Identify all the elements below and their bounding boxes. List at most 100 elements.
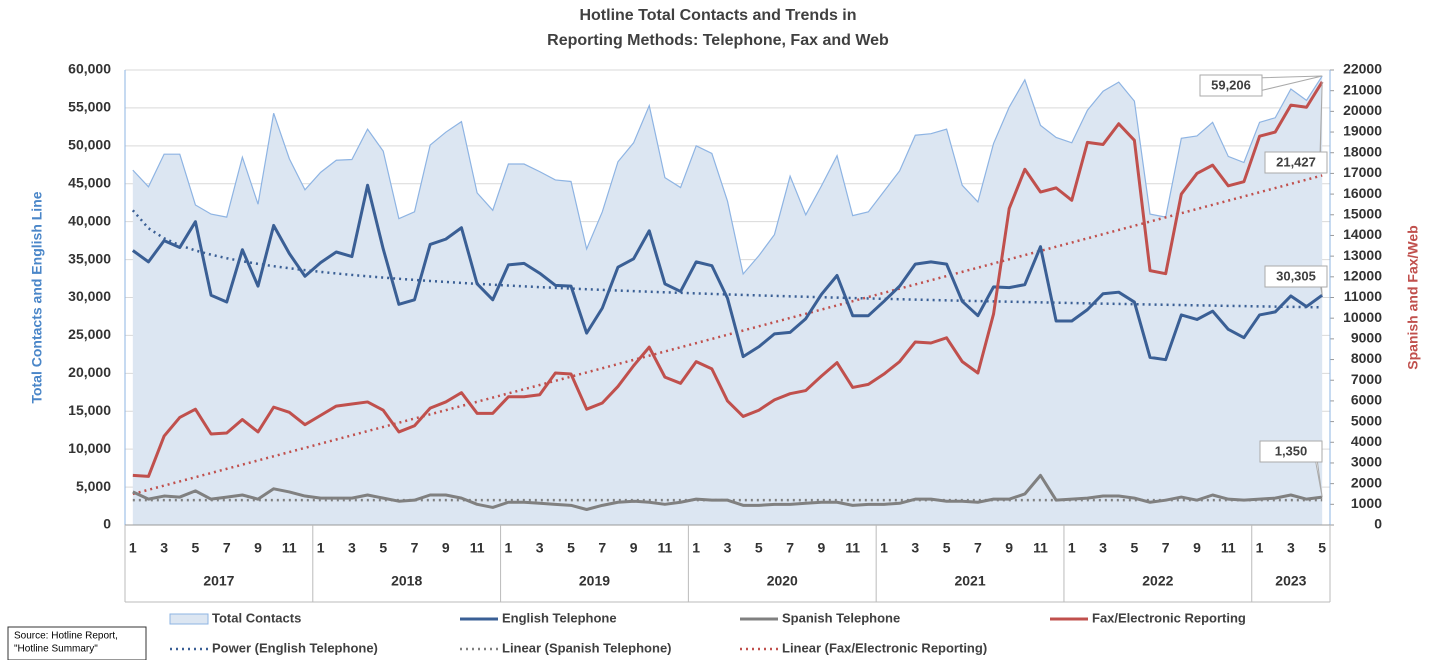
x-tick-label: 3 xyxy=(536,540,544,556)
x-tick-label: 5 xyxy=(1318,540,1326,556)
y-tick-label: 15,000 xyxy=(68,402,111,418)
area-line xyxy=(132,75,1323,276)
line xyxy=(131,183,1324,362)
x-tick-label: 5 xyxy=(379,540,387,556)
x-tick-label: 7 xyxy=(1162,540,1170,556)
x-group-label: 2018 xyxy=(391,573,422,589)
x-tick-label: 5 xyxy=(1130,540,1138,556)
legend-label: Linear (Spanish Telephone) xyxy=(502,640,672,655)
y2-tick-label: 20000 xyxy=(1343,102,1382,118)
y2-tick-label: 12000 xyxy=(1343,268,1382,284)
legend-label: Fax/Electronic Reporting xyxy=(1092,610,1246,625)
x-tick-label: 5 xyxy=(567,540,575,556)
y-tick-label: 60,000 xyxy=(68,61,111,77)
callout-box xyxy=(1259,440,1323,463)
data-label: 1,350 xyxy=(1275,443,1308,458)
callout-box xyxy=(1264,151,1328,174)
y2-tick-label: 6000 xyxy=(1351,392,1382,408)
x-tick-label: 3 xyxy=(911,540,919,556)
y2-tick-label: 19000 xyxy=(1343,123,1382,139)
y2-tick-label: 10000 xyxy=(1343,309,1382,325)
x-tick-label: 9 xyxy=(817,540,825,556)
y-tick-label: 20,000 xyxy=(68,364,111,380)
y2-tick-label: 14000 xyxy=(1343,226,1382,242)
y2-axis-title: Spanish and Fax/Web xyxy=(1405,225,1421,369)
data-label: 30,305 xyxy=(1276,268,1316,283)
y2-tick-label: 13000 xyxy=(1343,247,1382,263)
line xyxy=(132,81,1324,478)
x-tick-label: 1 xyxy=(880,540,888,556)
y-tick-label: 30,000 xyxy=(68,288,111,304)
source-text: "Hotline Summary" xyxy=(14,644,98,655)
source-text: Source: Hotline Report, xyxy=(14,631,118,642)
x-tick-label: 1 xyxy=(317,540,325,556)
x-tick-label: 9 xyxy=(630,540,638,556)
x-tick-label: 7 xyxy=(223,540,231,556)
y-tick-label: 50,000 xyxy=(68,137,111,153)
y2-tick-label: 1000 xyxy=(1351,495,1382,511)
x-tick-label: 1 xyxy=(505,540,513,556)
y2-tick-label: 0 xyxy=(1374,516,1382,532)
x-tick-label: 1 xyxy=(1256,540,1264,556)
y2-tick-label: 17000 xyxy=(1343,164,1382,180)
x-tick-label: 3 xyxy=(160,540,168,556)
legend-label: Power (English Telephone) xyxy=(212,640,378,655)
x-tick-label: 11 xyxy=(282,540,297,556)
y2-tick-label: 11000 xyxy=(1344,288,1382,304)
source-box xyxy=(7,626,147,660)
x-tick-label: 11 xyxy=(657,540,672,556)
y2-tick-label: 18000 xyxy=(1343,143,1382,159)
y2-tick-label: 16000 xyxy=(1343,185,1382,201)
y-tick-label: 25,000 xyxy=(68,326,111,342)
x-group-label: 2017 xyxy=(203,573,234,589)
x-tick-label: 7 xyxy=(598,540,606,556)
chart-title: Reporting Methods: Telephone, Fax and We… xyxy=(547,32,889,49)
x-tick-label: 9 xyxy=(1193,540,1201,556)
x-tick-label: 3 xyxy=(724,540,732,556)
y2-tick-label: 2000 xyxy=(1351,474,1382,490)
x-tick-label: 5 xyxy=(192,540,200,556)
x-tick-label: 7 xyxy=(411,540,419,556)
chart-title: Hotline Total Contacts and Trends in xyxy=(579,7,856,24)
line xyxy=(132,473,1323,511)
y2-tick-label: 15000 xyxy=(1343,205,1382,221)
x-tick-label: 7 xyxy=(974,540,982,556)
x-tick-label: 5 xyxy=(755,540,763,556)
y-tick-label: 40,000 xyxy=(68,212,111,228)
x-tick-label: 5 xyxy=(943,540,951,556)
legend-label: English Telephone xyxy=(502,610,617,625)
x-tick-label: 9 xyxy=(442,540,450,556)
x-tick-label: 11 xyxy=(1033,540,1048,556)
legend-label: Linear (Fax/Electronic Reporting) xyxy=(782,640,987,655)
x-tick-label: 1 xyxy=(1068,540,1076,556)
y-tick-label: 45,000 xyxy=(68,174,111,190)
y-tick-label: 10,000 xyxy=(68,440,111,456)
x-tick-label: 9 xyxy=(254,540,262,556)
x-tick-label: 9 xyxy=(1005,540,1013,556)
callout-box xyxy=(1199,74,1263,97)
y2-tick-label: 9000 xyxy=(1351,330,1382,346)
y2-tick-label: 5000 xyxy=(1351,412,1382,428)
y2-tick-label: 3000 xyxy=(1351,454,1382,470)
x-tick-label: 11 xyxy=(845,540,860,556)
x-tick-label: 11 xyxy=(470,540,485,556)
x-tick-label: 3 xyxy=(1287,540,1295,556)
x-tick-label: 1 xyxy=(129,540,137,556)
x-tick-label: 11 xyxy=(1221,540,1236,556)
x-tick-label: 3 xyxy=(1099,540,1107,556)
y2-tick-label: 22000 xyxy=(1343,61,1382,77)
x-tick-label: 7 xyxy=(786,540,794,556)
x-tick-label: 3 xyxy=(348,540,356,556)
data-label: 21,427 xyxy=(1276,154,1316,169)
legend-label: Total Contacts xyxy=(212,610,301,625)
x-tick-label: 1 xyxy=(692,540,700,556)
y-tick-label: 0 xyxy=(103,516,111,532)
y-axis-title: Total Contacts and English Line xyxy=(29,191,45,403)
y-tick-label: 55,000 xyxy=(68,99,111,115)
callout-box xyxy=(1264,265,1328,288)
legend-label: Spanish Telephone xyxy=(782,610,900,625)
data-label: 59,206 xyxy=(1211,77,1251,92)
x-group-label: 2021 xyxy=(954,573,985,589)
y2-tick-label: 21000 xyxy=(1343,81,1382,97)
